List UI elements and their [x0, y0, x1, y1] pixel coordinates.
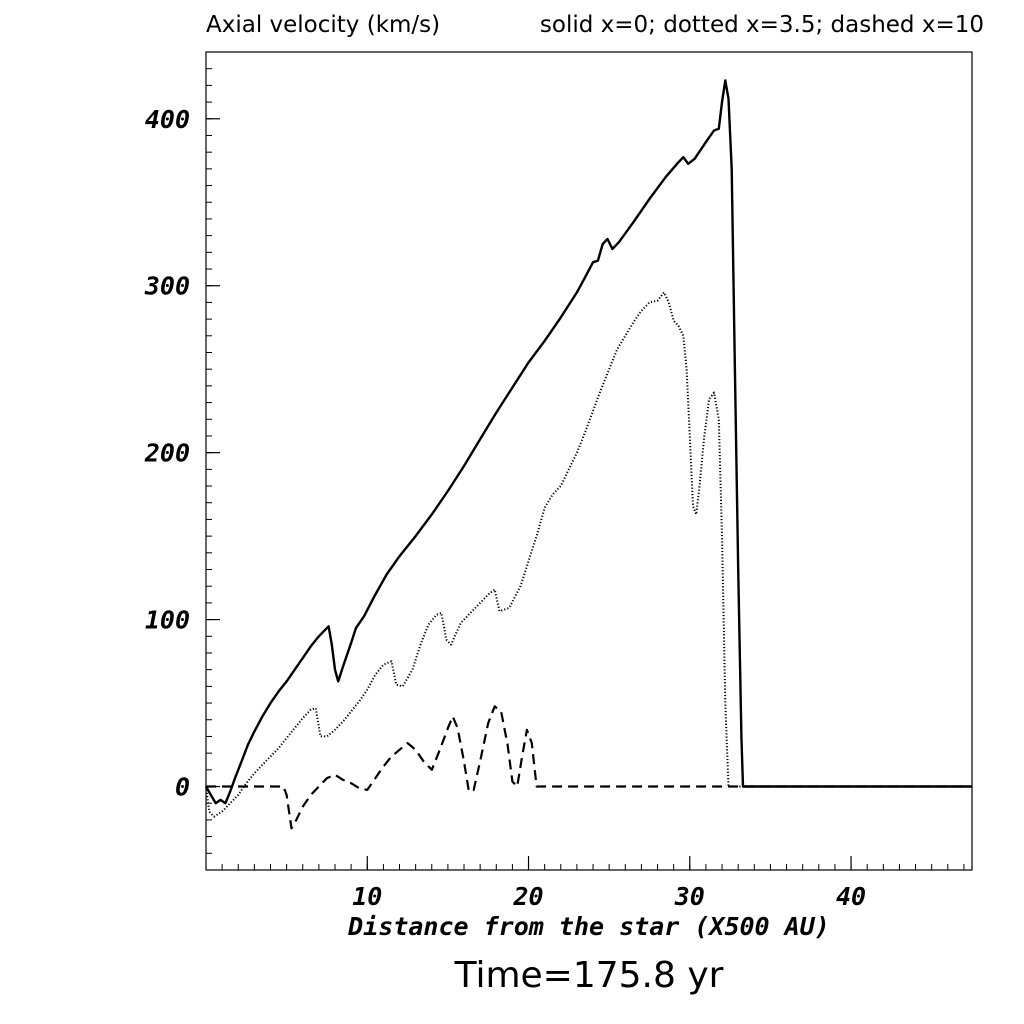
y-tick-label: 200 — [144, 439, 190, 468]
y-tick-label: 0 — [175, 773, 190, 802]
x-tick-label: 30 — [674, 882, 705, 911]
y-tick-label: 400 — [145, 105, 190, 134]
time-label: Time=175.8 yr — [454, 955, 724, 996]
legend-note: solid x=0; dotted x=3.5; dashed x=10 — [539, 12, 984, 38]
axis-ticks — [206, 51, 965, 870]
series-layer — [204, 79, 972, 830]
x-tick-label: 10 — [352, 882, 382, 911]
x-axis-label: Distance from the star (X500 AU) — [348, 912, 830, 941]
series-line-solid — [204, 79, 972, 805]
chart-title: Axial velocity (km/s) — [206, 12, 441, 38]
plot-frame — [205, 51, 973, 871]
series-line-dashed — [206, 705, 972, 830]
x-tick-label: 20 — [512, 882, 543, 911]
y-tick-label: 300 — [144, 272, 190, 301]
series-line-dotted — [205, 291, 972, 818]
x-tick-label: 40 — [836, 882, 866, 911]
y-tick-label: 100 — [145, 606, 190, 635]
